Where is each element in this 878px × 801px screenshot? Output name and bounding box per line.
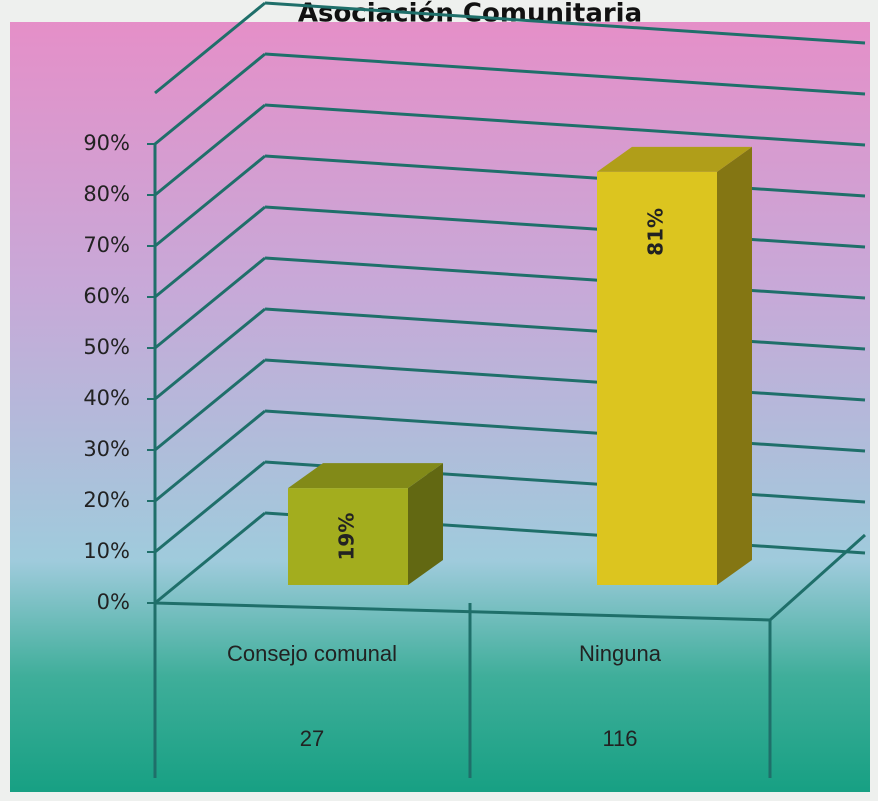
y-tick-label: 80% (83, 182, 130, 206)
table-value: 27 (300, 726, 324, 751)
bar (288, 488, 408, 585)
grid-line (264, 103, 866, 147)
x-tick-label: Consejo comunal (227, 641, 397, 666)
y-tick-label: 20% (83, 488, 130, 512)
value-label: 81% (644, 208, 668, 256)
grid-line-side (154, 358, 266, 452)
y-tick-label: 10% (83, 539, 130, 563)
grid-line-side (154, 103, 266, 197)
y-tick-label: 90% (83, 131, 130, 155)
y-tick-label: 40% (83, 386, 130, 410)
y-tick-label: 70% (83, 233, 130, 257)
grid-line-side (154, 409, 266, 503)
y-tick-label: 50% (83, 335, 130, 359)
grid-line-side (154, 52, 266, 146)
bar-side (408, 463, 443, 585)
grid-line (264, 52, 866, 96)
grid-line-side (154, 460, 266, 554)
grid-line (264, 409, 866, 453)
bar-top (597, 146, 752, 172)
y-tick-label: 30% (83, 437, 130, 461)
grid-line-side (154, 307, 266, 401)
grid-line (264, 307, 866, 351)
grid-line (264, 256, 866, 300)
bar-top (288, 463, 443, 489)
bar (597, 171, 717, 585)
grid-line (264, 358, 866, 402)
grid-line-side (154, 154, 266, 248)
grid-line-side (154, 1, 266, 95)
grid-line (264, 1, 866, 45)
x-tick-label: Ninguna (579, 641, 662, 666)
grid-line (264, 205, 866, 249)
grid-line (264, 154, 866, 198)
table-value: 116 (602, 726, 637, 751)
grid-line-side (154, 205, 266, 299)
grid-line-side (154, 511, 266, 605)
value-label: 19% (335, 513, 359, 561)
y-tick-label: 0% (97, 590, 130, 614)
bar-side (717, 146, 752, 585)
y-tick-label: 60% (83, 284, 130, 308)
grid-line-side (154, 256, 266, 350)
